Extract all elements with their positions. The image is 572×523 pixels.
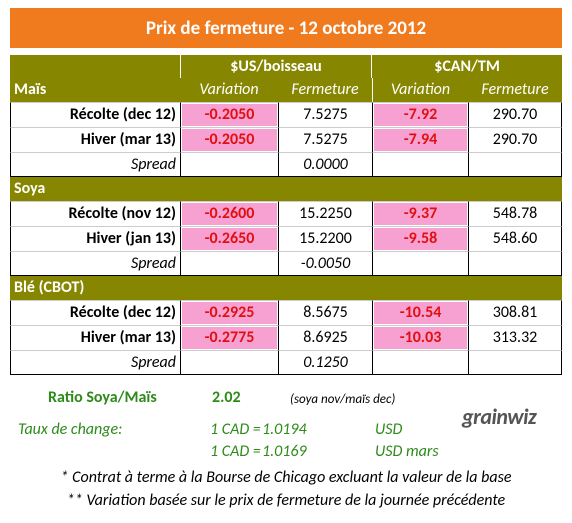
- rate-value: 1.0194: [262, 420, 307, 439]
- spread-cell: [468, 251, 562, 276]
- close-cell: 308.81: [468, 300, 562, 325]
- close-cell: 8.5675: [278, 300, 372, 325]
- header-close: Fermeture: [291, 80, 359, 99]
- rate-unit: USD: [375, 420, 403, 439]
- rate-value: 1.0169: [262, 442, 307, 461]
- spread-cell: [180, 251, 278, 276]
- variation-cell: -7.92: [372, 102, 468, 127]
- variation-cell: -0.2600: [180, 201, 278, 226]
- variation-cell: -0.2925: [180, 300, 278, 325]
- close-cell: 313.32: [468, 325, 562, 350]
- logo: grainwiz: [462, 403, 537, 430]
- spread-value: -0.0050: [278, 251, 372, 276]
- spread-cell: [372, 350, 468, 375]
- spread-cell: [468, 152, 562, 177]
- spread-cell: [180, 152, 278, 177]
- section-bg: [10, 177, 562, 201]
- variation-cell: -7.94: [372, 127, 468, 152]
- variation-cell: -9.37: [372, 201, 468, 226]
- variation-cell: -0.2650: [180, 226, 278, 251]
- rate-unit: USD mars: [375, 442, 439, 461]
- row-label: Récolte (nov 12): [10, 201, 180, 226]
- row-label: Récolte (dec 12): [10, 102, 180, 127]
- close-cell: 7.5275: [278, 127, 372, 152]
- row-label: Hiver (mar 13): [10, 325, 180, 350]
- close-cell: 290.70: [468, 127, 562, 152]
- header-variation: Variation: [372, 78, 468, 102]
- close-cell: 290.70: [468, 102, 562, 127]
- exchange-label: Taux de change:: [18, 420, 123, 439]
- variation-cell: -0.2050: [180, 127, 278, 152]
- header-bg: [10, 55, 562, 102]
- spread-cell: [372, 152, 468, 177]
- spread-value: 0.0000: [278, 152, 372, 177]
- header-close: Fermeture: [481, 80, 549, 99]
- variation-cell: -10.54: [372, 300, 468, 325]
- section-name: Maïs: [14, 80, 47, 99]
- spread-cell: [468, 350, 562, 375]
- rate-prefix: 1 CAD =: [210, 420, 261, 439]
- close-cell: 548.60: [468, 226, 562, 251]
- header-cad: $CAN/TM: [434, 56, 500, 76]
- title: Prix de fermeture - 12 octobre 2012: [10, 8, 562, 48]
- ratio-note: (soya nov/maïs dec): [290, 391, 396, 407]
- row-label: Hiver (mar 13): [10, 127, 180, 152]
- section-bg: [10, 276, 562, 300]
- header-us: $US/boisseau: [180, 55, 372, 78]
- close-cell: 15.2250: [278, 201, 372, 226]
- footnote: * Contrat à terme à la Bourse de Chicago…: [60, 468, 512, 487]
- spread-label: Spread: [10, 251, 180, 276]
- spread-cell: [180, 350, 278, 375]
- section-name: Blé (CBOT): [14, 278, 85, 297]
- header-variation: Variation: [199, 80, 259, 99]
- close-cell: 15.2200: [278, 226, 372, 251]
- variation-cell: -9.58: [372, 226, 468, 251]
- spread-label: Spread: [10, 350, 180, 375]
- rate-prefix: 1 CAD =: [210, 442, 261, 461]
- spread-value: 0.1250: [278, 350, 372, 375]
- variation-cell: -10.03: [372, 325, 468, 350]
- spread-label: Spread: [10, 152, 180, 177]
- close-cell: 8.6925: [278, 325, 372, 350]
- footnote: ** Variation basée sur le prix de fermet…: [66, 491, 506, 510]
- section-name: Soya: [14, 179, 46, 198]
- variation-cell: -0.2775: [180, 325, 278, 350]
- close-cell: 548.78: [468, 201, 562, 226]
- ratio-value: 2.02: [212, 388, 241, 407]
- variation-cell: -0.2050: [180, 102, 278, 127]
- row-label: Récolte (dec 12): [10, 300, 180, 325]
- spread-cell: [372, 251, 468, 276]
- close-cell: 7.5275: [278, 102, 372, 127]
- row-label: Hiver (jan 13): [10, 226, 180, 251]
- ratio-label: Ratio Soya/Maïs: [48, 388, 157, 407]
